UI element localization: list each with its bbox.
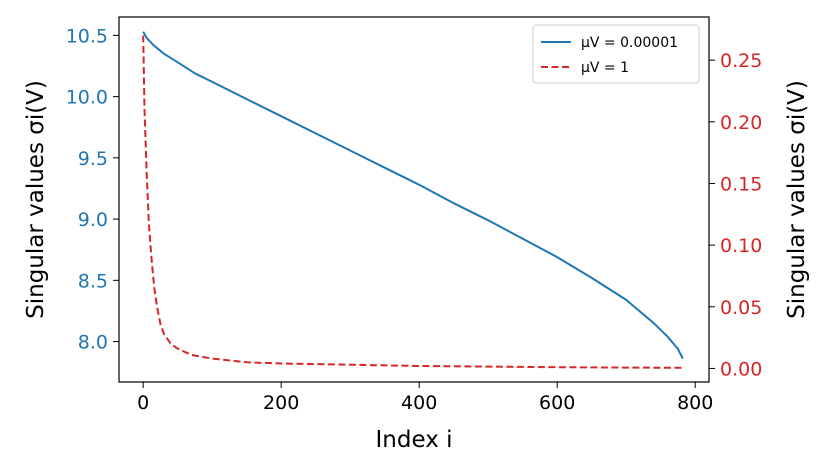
x-tick-label: 400	[401, 392, 437, 414]
x-tick-label: 0	[137, 392, 149, 414]
x-tick-label: 600	[539, 392, 575, 414]
y-right-tick-label: 0.10	[720, 235, 762, 257]
y-left-tick-label: 8.0	[78, 332, 108, 354]
series-line-dashed	[142, 35, 683, 369]
y-left-tick-label: 9.5	[78, 148, 108, 170]
series-lines	[142, 31, 684, 369]
y-right-tick-label: 0.00	[720, 358, 762, 380]
y-right-tick-label: 0.25	[720, 50, 762, 72]
series-line-solid	[142, 31, 684, 360]
legend-box	[532, 24, 700, 84]
y-left-tick-label: 9.0	[78, 209, 108, 231]
y-left-tick-label: 10.5	[66, 25, 108, 47]
x-axis: 0 200 400 600 800	[137, 382, 713, 414]
y-axis-right: 0.00 0.05 0.10 0.15 0.20 0.25	[709, 50, 762, 380]
y-right-tick-label: 0.05	[720, 297, 762, 319]
legend-label: μV = 0.00001	[581, 35, 678, 51]
legend-label: μV = 1	[581, 60, 629, 76]
x-axis-title: Index i	[375, 427, 452, 453]
plot-frame	[118, 16, 710, 383]
y-axis-left: 8.0 8.5 9.0 9.5 10.0 10.5	[66, 25, 119, 354]
legend: μV = 0.00001 μV = 1	[532, 24, 700, 84]
y-left-tick-label: 10.0	[66, 87, 108, 109]
y-right-tick-label: 0.15	[720, 173, 762, 195]
x-tick-label: 200	[263, 392, 299, 414]
y-axis-left-title: Singular values σi(V)	[23, 80, 49, 319]
y-right-tick-label: 0.20	[720, 112, 762, 134]
x-tick-label: 800	[677, 392, 713, 414]
y-left-tick-label: 8.5	[78, 270, 108, 292]
y-axis-right-title: Singular values σi(V)	[784, 80, 810, 319]
